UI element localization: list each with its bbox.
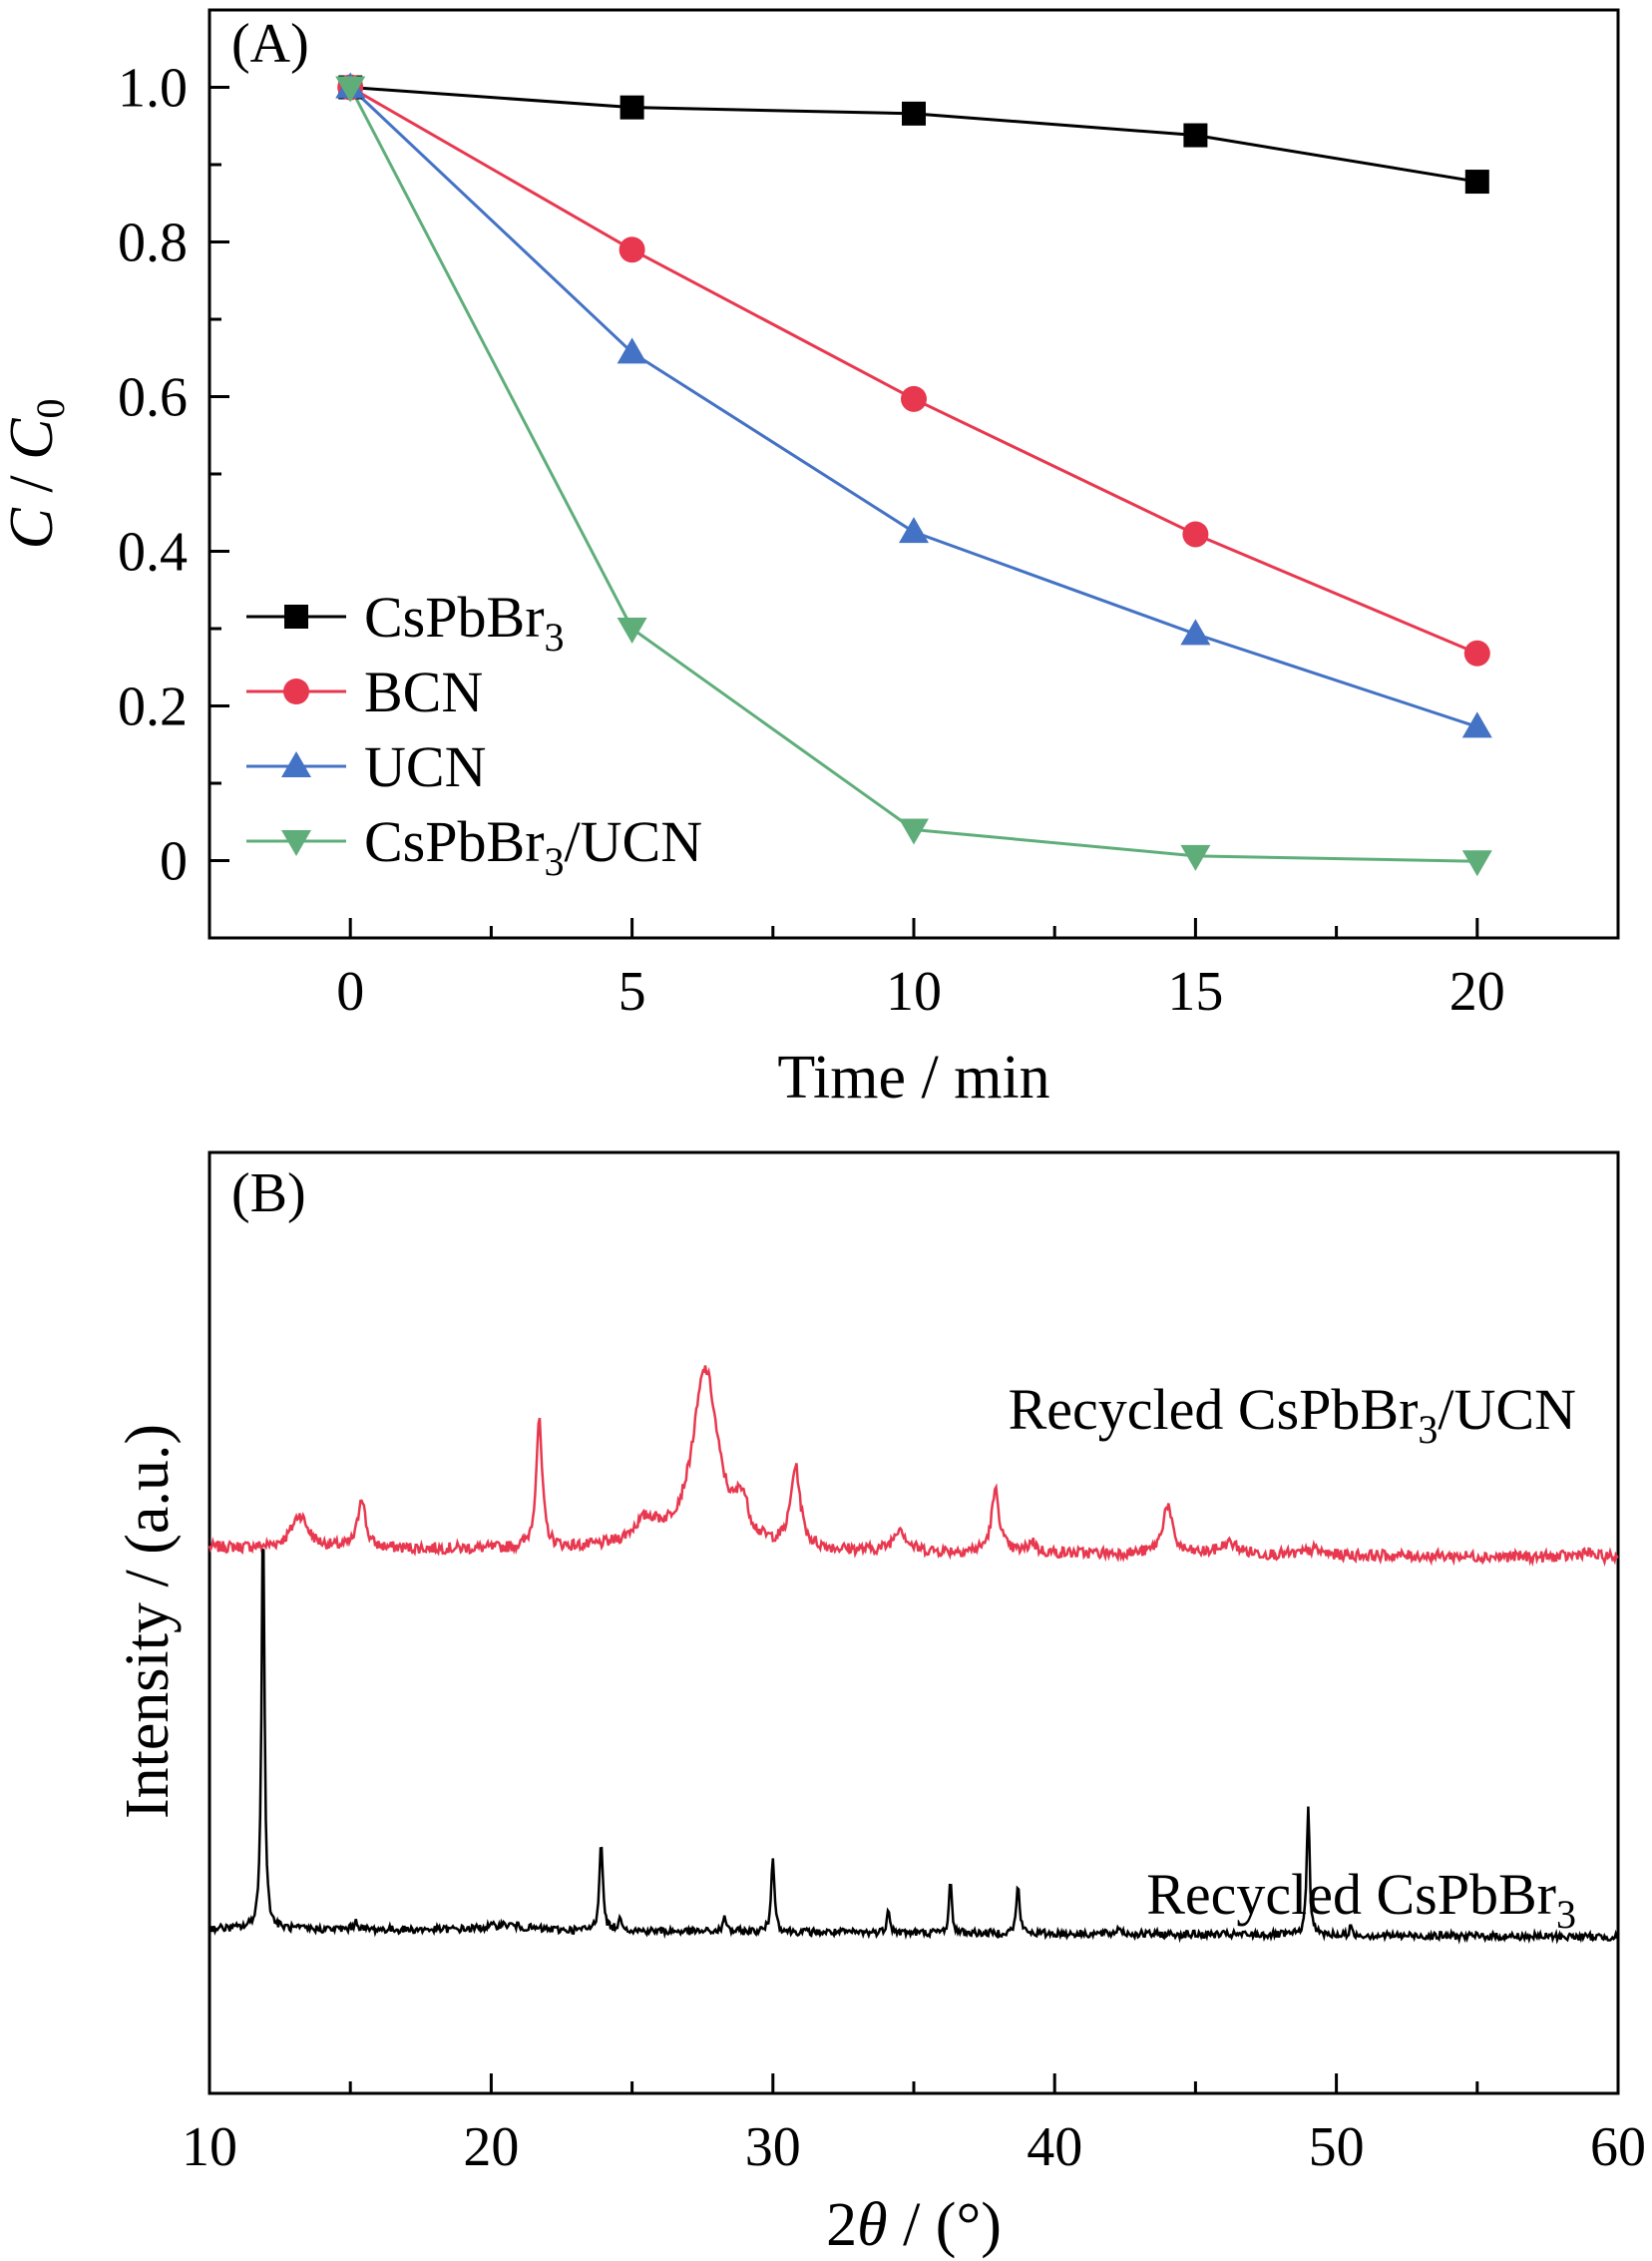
legend-label-1: BCN [364,660,483,724]
data-point-series-2 [1461,711,1492,738]
legend-marker-3 [281,830,311,856]
trace-label-recycled-composite-subscript: 3 [1418,1407,1438,1452]
legend-label-1-main: BCN [364,660,483,724]
legend-marker-1 [283,678,309,704]
data-point-series-1 [1463,640,1490,667]
x-tick-label: 15 [1167,961,1223,1023]
y-title-c: C [0,507,66,549]
y-tick-label: 1.0 [118,58,188,120]
legend-label-3-subscript: 3 [545,839,565,884]
panel-a-series [335,72,1492,877]
data-point-series-3 [617,618,647,644]
series-line-3 [348,86,1477,863]
x-tick-label: 0 [336,961,364,1023]
legend-label-2: UCN [364,734,486,799]
trace-label-recycled-cspbbr3-subscript: 3 [1556,1892,1576,1937]
y-title-slash: / [0,460,66,508]
x-title-theta: θ [857,2191,887,2259]
panel-b-y-axis-title: Intensity / (a.u.) [114,1424,182,1819]
data-point-series-3 [335,76,366,103]
legend-label-0-main: CsPbBr [364,585,545,650]
x-title-unit: / (°) [888,2191,1002,2259]
data-point-series-3 [1180,844,1211,871]
panel-b-label: (B) [231,1162,306,1224]
legend-label-3-main: CsPbBr [364,809,545,874]
data-point-series-1 [619,236,645,263]
panel-b-ticks: 10 20 30 40 50 60 [182,2073,1646,2178]
data-point-series-2 [617,337,647,364]
trace-label-recycled-composite-main: Recycled CsPbBr [1009,1377,1419,1442]
data-point-series-0 [1183,123,1208,148]
data-point-series-0 [1464,170,1489,195]
legend-label-0-subscript: 3 [545,615,565,660]
data-point-series-3 [1461,850,1492,877]
data-point-series-1 [1182,521,1209,548]
legend-marker-0 [284,605,308,629]
panel-a-label: (A) [231,13,309,75]
panel-a-x-axis-title: Time / min [777,1044,1049,1112]
data-point-series-1 [901,385,927,412]
panel-b-x-axis-title: 2θ / (°) [826,2191,1002,2259]
y-tick-label: 0.8 [118,213,188,274]
x-tick-label: 5 [619,961,646,1023]
trace-label-recycled-cspbbr3: Recycled CsPbBr3 [1146,1862,1576,1937]
panel-a-ticks: 0 5 10 15 20 0 0.2 0.4 0.6 0.8 1.0 [118,8,1620,1023]
y-tick-label: 0.6 [118,367,188,429]
y-title-c0: C [0,418,66,460]
xrd-pattern-1 [208,1548,1620,1945]
xrd-pattern-0 [207,1365,1619,1568]
legend-label-3: CsPbBr3/UCN [364,809,702,884]
x-tick-label: 30 [745,2116,801,2178]
y-title-subscript: 0 [28,399,73,419]
data-point-series-2 [899,517,929,544]
y-tick-label: 0 [160,831,188,893]
x-tick-label: 40 [1027,2116,1082,2178]
x-tick-label: 20 [1449,961,1505,1023]
trace-label-recycled-composite-suffix: /UCN [1438,1377,1576,1442]
data-point-series-0 [902,101,926,126]
trace-label-recycled-composite: Recycled CsPbBr3/UCN [1009,1377,1576,1452]
legend-label-0: CsPbBr3 [364,585,565,660]
legend-label-3-suffix: /UCN [565,809,703,874]
y-tick-label: 0.2 [118,677,188,738]
legend-label-2-main: UCN [364,734,486,799]
x-tick-label: 50 [1309,2116,1365,2178]
trace-label-recycled-cspbbr3-main: Recycled CsPbBr [1146,1862,1556,1927]
series-line-0 [350,86,1478,184]
x-tick-label: 10 [182,2116,237,2178]
x-tick-label: 10 [886,961,942,1023]
panel-b-xrd-chart: (B) 10 20 30 40 50 60 Recycled CsPbBr3/UCNRec… [114,1150,1646,2259]
data-point-series-3 [899,818,929,845]
x-tick-label: 60 [1590,2116,1646,2178]
legend-marker-2 [281,751,311,777]
y-tick-label: 0.4 [118,522,188,584]
x-tick-label: 20 [463,2116,519,2178]
data-point-series-2 [1180,619,1211,646]
x-title-2: 2 [826,2191,857,2259]
data-point-series-0 [620,95,644,120]
panel-a-y-axis-title: C / C0 [0,399,73,550]
panel-b-plot-frame [207,1150,1620,2095]
series-line-1 [349,86,1478,656]
